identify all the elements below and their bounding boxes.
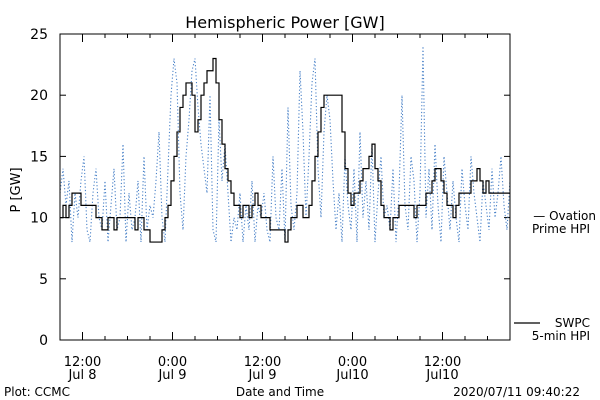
y-tick-label: 15: [30, 149, 48, 165]
x-tick-label-date: Jul 8: [67, 368, 96, 383]
x-tick-label-time: 12:00: [64, 355, 101, 370]
x-tick-label-date: Jul10: [335, 368, 368, 383]
y-axis-label: P [GW]: [9, 167, 24, 212]
x-tick-label-date: Jul 9: [157, 368, 186, 383]
y-tick-label: 25: [30, 27, 48, 43]
x-tick-label-date: Jul 9: [247, 368, 276, 383]
x-tick-label-time: 0:00: [338, 355, 367, 370]
legend-swpc: SWPC 5-min HPI: [514, 316, 590, 343]
y-tick-label: 20: [30, 88, 48, 104]
legend-ovation-label-2: Prime HPI: [532, 222, 590, 236]
chart-title: Hemispheric Power [GW]: [185, 13, 384, 32]
legend-ovation: — Ovation Prime HPI: [532, 209, 596, 236]
y-tick-label: 5: [39, 272, 48, 288]
y-axis-ticks: 0 5 10 15 20 25: [30, 27, 510, 349]
x-axis-label: Date and Time: [236, 385, 324, 399]
legend-swpc-label-2: 5-min HPI: [532, 329, 590, 343]
y-tick-label: 10: [30, 211, 48, 227]
x-tick-label-date: Jul10: [425, 368, 458, 383]
legend-ovation-label-1: — Ovation: [533, 209, 596, 223]
plot-credit: Plot: CCMC: [4, 385, 70, 399]
x-tick-label-time: 12:00: [424, 355, 461, 370]
x-tick-label-time: 0:00: [158, 355, 187, 370]
legend-swpc-label-1: SWPC: [555, 316, 590, 330]
plot-timestamp: 2020/07/11 09:40:22: [453, 385, 580, 399]
x-tick-label-time: 12:00: [244, 355, 281, 370]
series-line-swpc-5min-hpi: [60, 57, 510, 243]
y-tick-label: 0: [39, 333, 48, 349]
plot-frame: [59, 33, 511, 341]
